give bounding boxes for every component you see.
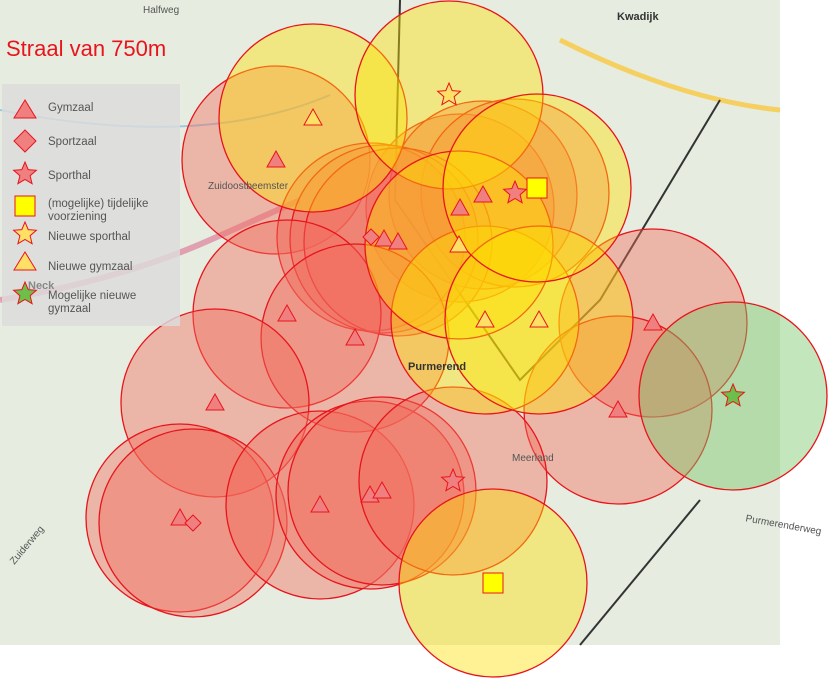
legend-item: Gymzaal <box>48 102 94 114</box>
legend-item: Nieuwe gymzaal <box>48 261 133 273</box>
sporthal-marker[interactable] <box>720 382 746 407</box>
place-label: Neck <box>28 280 55 292</box>
place-label: Kwadijk <box>617 11 659 23</box>
gymzaal-marker[interactable] <box>310 494 330 513</box>
gymzaal-marker[interactable] <box>345 327 365 346</box>
diamond-icon <box>13 129 37 153</box>
triangle-icon <box>13 99 37 119</box>
place-label: Zuidoostbeemster <box>208 181 289 192</box>
triangle-icon <box>13 251 37 271</box>
legend-item: (mogelijke) tijdelijke voorziening <box>48 198 149 223</box>
gymzaal-marker[interactable] <box>372 480 392 499</box>
gymzaal-marker[interactable] <box>388 231 408 250</box>
temporary-facility-marker[interactable] <box>526 177 548 199</box>
gymzaal-marker[interactable] <box>449 234 469 253</box>
star-icon <box>12 160 38 185</box>
gymzaal-marker[interactable] <box>205 392 225 411</box>
gymzaal-marker[interactable] <box>608 399 628 418</box>
place-label: Halfweg <box>143 5 180 16</box>
legend-item: Sporthal <box>48 170 91 182</box>
legend: Gymzaal Sportzaal Sporthal (mogelijke) t… <box>2 84 180 326</box>
gymzaal-marker[interactable] <box>475 309 495 328</box>
sporthal-marker[interactable] <box>440 467 466 492</box>
legend-symbols <box>12 99 38 305</box>
gymzaal-marker[interactable] <box>450 197 470 216</box>
border-line <box>393 0 721 382</box>
road <box>558 37 781 113</box>
star-icon <box>12 220 38 245</box>
border-line <box>579 499 701 646</box>
sportzaal-marker[interactable] <box>362 228 380 246</box>
place-label: Meerland <box>512 453 554 464</box>
gymzaal-marker[interactable] <box>529 309 549 328</box>
star-icon <box>12 280 38 305</box>
legend-item: Nieuwe sporthal <box>48 231 131 243</box>
sporthal-marker[interactable] <box>436 81 462 106</box>
gymzaal-marker[interactable] <box>266 149 286 168</box>
gymzaal-marker[interactable] <box>277 303 297 322</box>
sporthal-marker[interactable] <box>502 179 528 204</box>
square-icon <box>14 195 36 217</box>
gymzaal-marker[interactable] <box>643 312 663 331</box>
place-label: Purmerend <box>408 361 467 373</box>
temporary-facility-marker[interactable] <box>482 572 504 594</box>
gymzaal-marker[interactable] <box>303 107 323 126</box>
map-title: Straal van 750m <box>6 36 167 61</box>
legend-item: Mogelijke nieuwe gymzaal <box>48 290 137 315</box>
sportzaal-marker[interactable] <box>184 514 202 532</box>
gymzaal-marker[interactable] <box>170 507 190 526</box>
legend-item: Sportzaal <box>48 136 97 148</box>
gymzaal-marker[interactable] <box>374 228 394 247</box>
gymzaal-marker[interactable] <box>473 184 493 203</box>
